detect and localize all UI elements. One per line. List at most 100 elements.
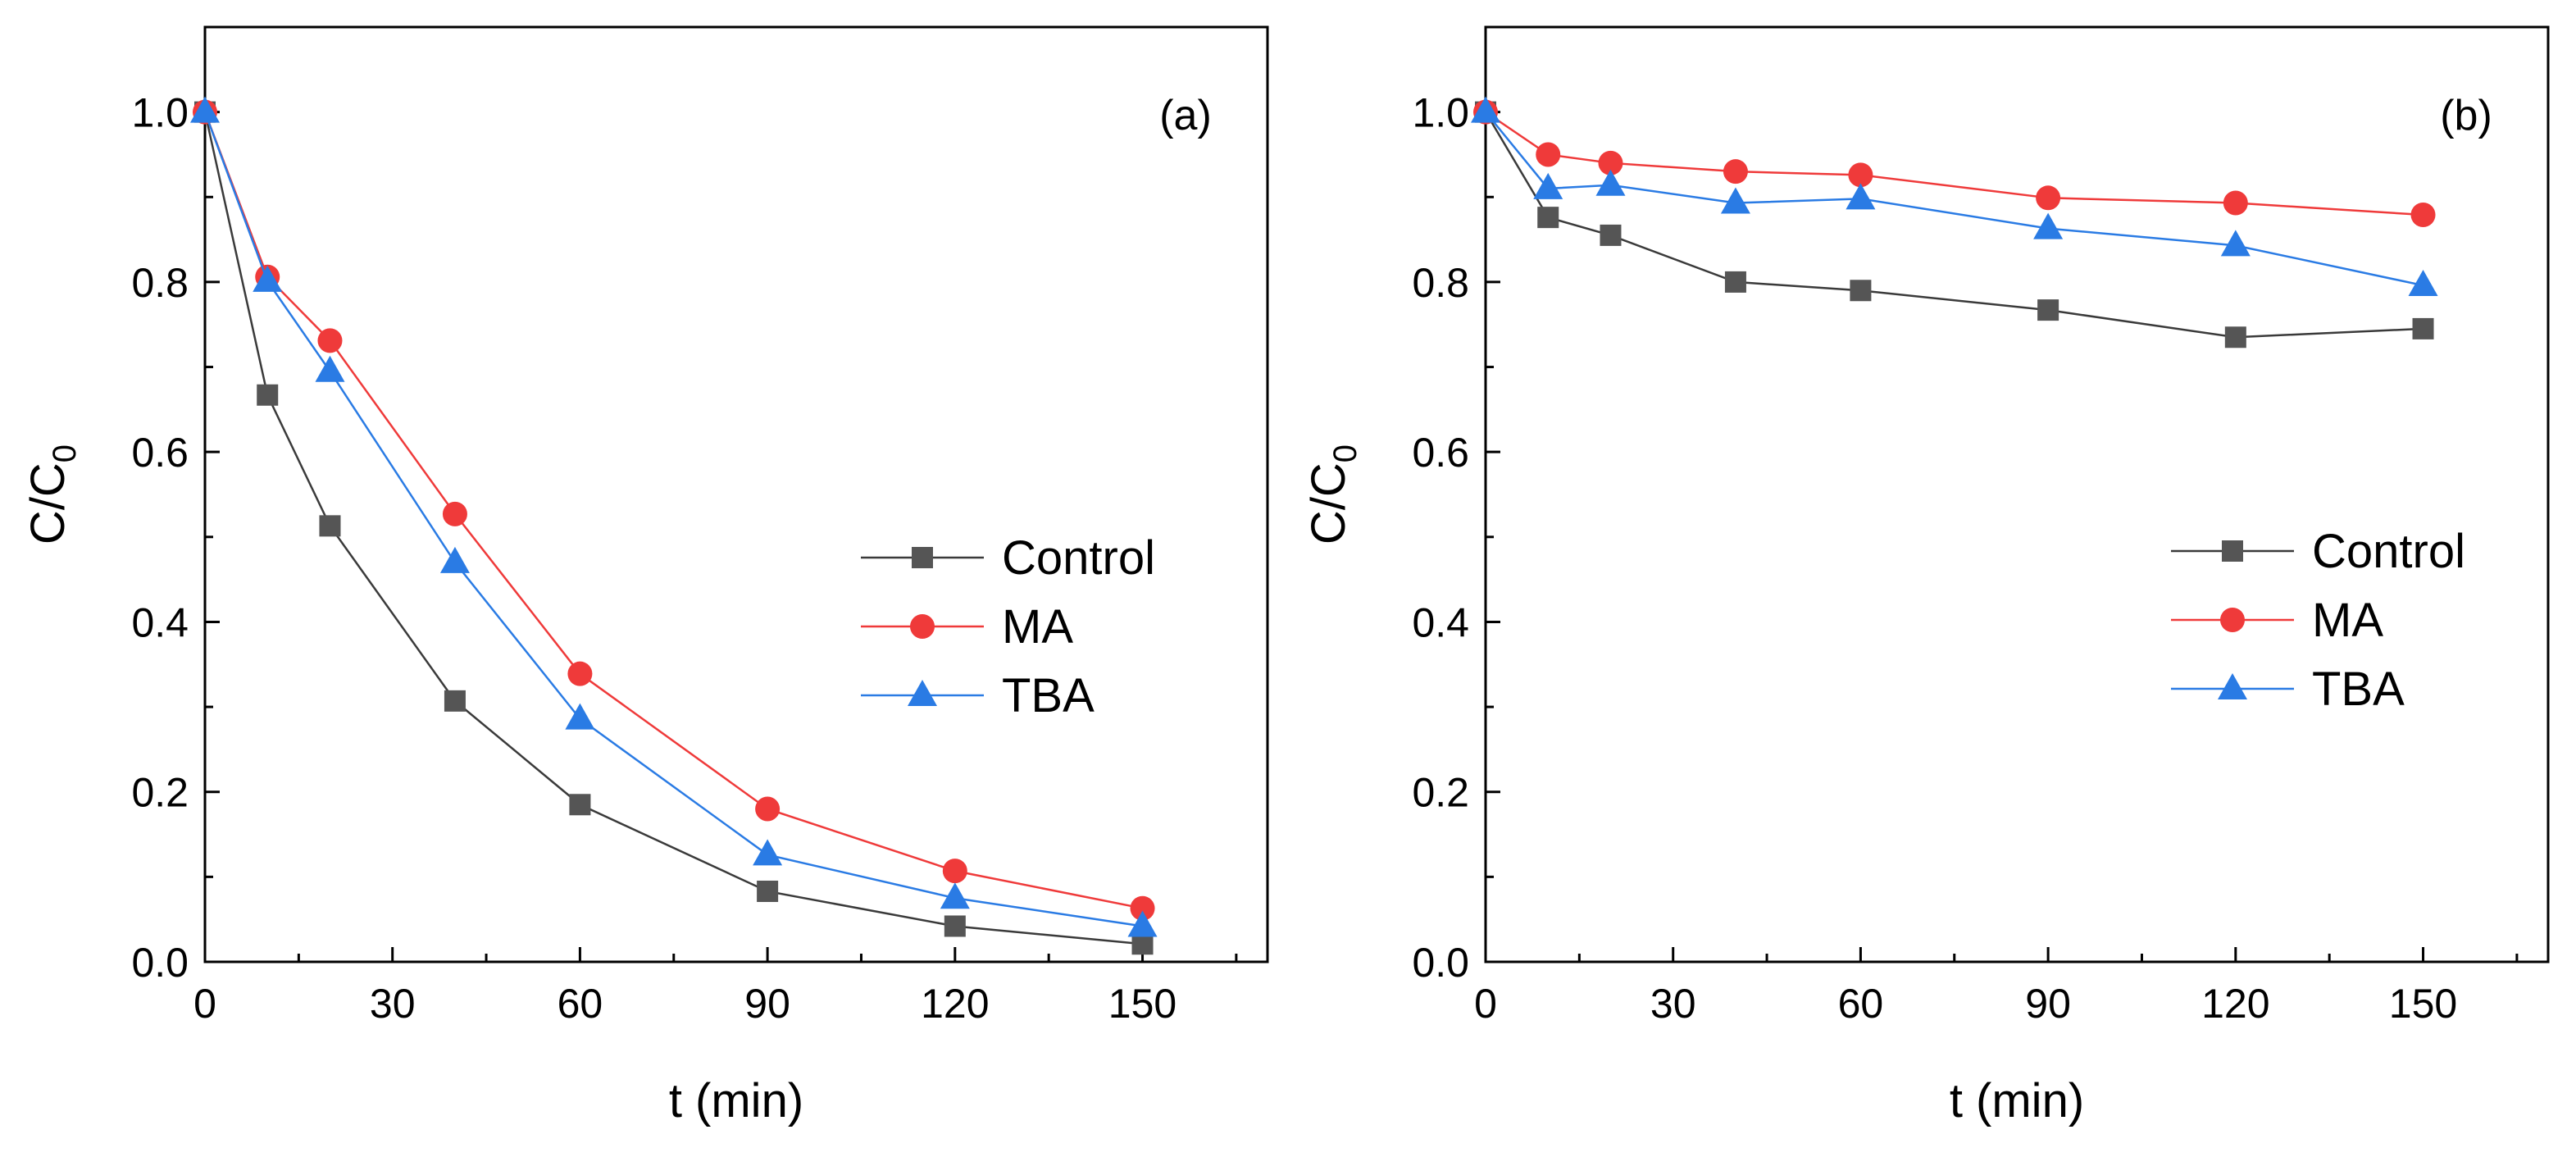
panel-b: 0 30 60 90 120 150 0.0 0.2 0.4 0.6 0.8 1.0 t (min) C/… bbox=[1302, 25, 2550, 1127]
y-tick-label: 0.0 bbox=[131, 940, 189, 986]
data-point-tba bbox=[2220, 230, 2251, 257]
data-point-tba bbox=[1533, 172, 1563, 199]
series-ma-line bbox=[203, 112, 1143, 909]
series-tba bbox=[190, 96, 1158, 937]
series-ma-line bbox=[1485, 111, 2424, 216]
panel-label: (a) bbox=[1159, 92, 1212, 139]
data-point-ma bbox=[1598, 150, 1623, 175]
legend-marker-control bbox=[912, 547, 933, 568]
series-tba-line bbox=[203, 112, 1143, 927]
data-point-tba bbox=[753, 839, 783, 866]
data-point-control bbox=[757, 880, 779, 902]
y-axis-title-main: C/C bbox=[1302, 462, 1355, 544]
data-point-ma bbox=[1536, 142, 1561, 167]
x-tick-label: 60 bbox=[558, 981, 603, 1027]
x-tick-label: 60 bbox=[1838, 981, 1884, 1027]
panel-a: 0 30 60 90 120 150 0.0 0.2 0.4 0.6 0.8 1.0 t (min) C/… bbox=[21, 25, 1269, 1127]
legend-marker-control bbox=[2222, 540, 2243, 562]
data-point-ma bbox=[755, 796, 781, 822]
legend-marker-tba bbox=[908, 680, 937, 706]
x-tick-label: 120 bbox=[2201, 981, 2269, 1027]
x-tick-label: 150 bbox=[2389, 981, 2457, 1027]
series-control bbox=[194, 101, 1154, 955]
x-tick-label: 150 bbox=[1108, 981, 1176, 1027]
x-axis-title: t (min) bbox=[1950, 1074, 2084, 1127]
data-point-control bbox=[1850, 280, 1872, 302]
y-tick-label: 0.0 bbox=[1412, 940, 1469, 986]
y-tick-label: 0.2 bbox=[1412, 770, 1469, 816]
x-tick-label: 30 bbox=[1650, 981, 1696, 1027]
legend-marker-tba bbox=[2218, 673, 2247, 699]
data-point-ma bbox=[1723, 159, 1748, 184]
x-tick-label: 0 bbox=[1474, 981, 1497, 1027]
series-ma bbox=[1473, 99, 2436, 228]
data-point-tba bbox=[940, 882, 970, 909]
y-tick-label: 0.2 bbox=[131, 770, 189, 816]
data-point-control bbox=[1537, 207, 1559, 229]
data-point-control bbox=[1131, 933, 1154, 955]
y-axis-title-text: C/C0 bbox=[1302, 444, 1363, 544]
data-point-ma bbox=[2410, 203, 2436, 228]
data-point-tba bbox=[1471, 96, 1500, 123]
series-ma bbox=[193, 99, 1155, 921]
data-point-ma bbox=[942, 859, 967, 884]
legend-label: Control bbox=[1002, 531, 1155, 585]
y-axis-title-subscript: 0 bbox=[1327, 444, 1363, 462]
y-tick-label: 1.0 bbox=[131, 90, 189, 136]
data-point-tba bbox=[565, 703, 595, 730]
y-axis-title-subscript: 0 bbox=[47, 444, 83, 462]
y-tick-label: 0.4 bbox=[131, 599, 189, 645]
data-point-control bbox=[1600, 224, 1622, 246]
y-axis-title-main: C/C bbox=[21, 462, 75, 544]
data-point-ma bbox=[1848, 162, 1873, 188]
y-axis-title: C/C0 bbox=[1302, 444, 1363, 544]
data-point-tba bbox=[1595, 169, 1626, 196]
legend: Control MA TBA bbox=[861, 531, 1155, 722]
y-tick-label: 0.4 bbox=[1412, 599, 1469, 645]
data-point-control bbox=[319, 515, 341, 537]
data-point-control bbox=[2037, 299, 2059, 321]
legend-item-control: Control bbox=[861, 531, 1155, 585]
data-point-tba bbox=[315, 355, 345, 382]
series-tba-line bbox=[1485, 111, 2424, 287]
data-point-tba bbox=[439, 546, 470, 573]
data-point-control bbox=[2412, 317, 2434, 339]
data-point-tba bbox=[2408, 270, 2438, 297]
data-point-ma bbox=[567, 661, 593, 686]
y-axis-title-text: C/C0 bbox=[21, 444, 83, 544]
data-point-control bbox=[1724, 271, 1746, 293]
legend-label: Control bbox=[2312, 525, 2465, 578]
series-tba bbox=[1471, 96, 2438, 297]
legend-item-control: Control bbox=[2171, 525, 2465, 578]
y-tick-label: 0.6 bbox=[131, 430, 189, 476]
data-point-tba bbox=[1720, 187, 1750, 214]
y-axis-title: C/C0 bbox=[21, 444, 83, 544]
data-point-control bbox=[2224, 326, 2246, 348]
data-point-control bbox=[944, 915, 966, 937]
x-tick-label: 120 bbox=[921, 981, 989, 1027]
data-point-tba bbox=[2033, 212, 2064, 239]
legend-label: TBA bbox=[1002, 669, 1095, 722]
x-tick-label: 90 bbox=[744, 981, 790, 1027]
data-point-tba bbox=[1846, 183, 1876, 210]
legend-marker-ma bbox=[910, 614, 935, 639]
data-point-tba bbox=[253, 265, 283, 292]
data-point-ma bbox=[2036, 185, 2061, 211]
y-tick-label: 0.6 bbox=[1412, 430, 1469, 476]
plot-frame bbox=[203, 25, 1269, 963]
data-point-control bbox=[444, 690, 466, 712]
legend-item-tba: TBA bbox=[2171, 663, 2405, 716]
data-point-ma bbox=[317, 328, 343, 353]
legend-item-ma: MA bbox=[2171, 594, 2383, 647]
data-point-tba bbox=[1127, 910, 1158, 937]
y-tick-label: 0.8 bbox=[131, 260, 189, 306]
legend-label: MA bbox=[1002, 600, 1073, 654]
legend: Control MA TBA bbox=[2171, 525, 2465, 716]
data-point-tba bbox=[190, 96, 220, 123]
x-tick-label: 0 bbox=[193, 981, 216, 1027]
x-axis-title: t (min) bbox=[669, 1074, 803, 1127]
series-control-line bbox=[1484, 111, 2424, 339]
legend-label: TBA bbox=[2312, 663, 2405, 716]
legend-item-ma: MA bbox=[861, 600, 1073, 654]
plot-frame bbox=[1484, 25, 2550, 963]
